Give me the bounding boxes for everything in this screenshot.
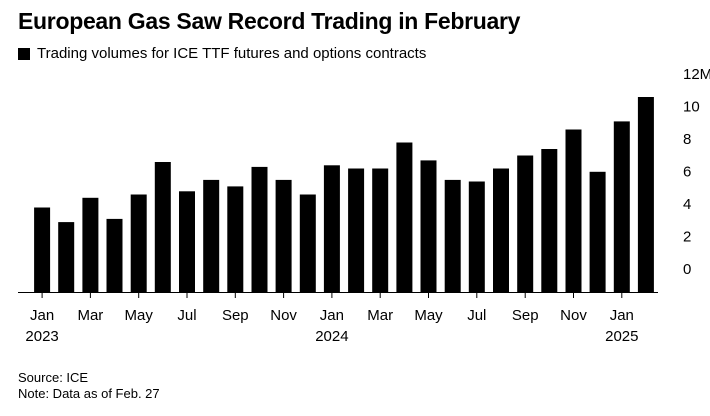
bar bbox=[444, 179, 461, 292]
x-tick-label: Mar bbox=[367, 307, 393, 324]
bar bbox=[58, 222, 75, 292]
source-note: Source: ICE bbox=[18, 370, 89, 385]
bar bbox=[299, 194, 316, 292]
bar bbox=[613, 121, 630, 293]
chart-title: European Gas Saw Record Trading in Febru… bbox=[18, 8, 521, 34]
bar bbox=[130, 194, 147, 292]
bar bbox=[493, 168, 509, 292]
x-tick-label: Sep bbox=[222, 307, 249, 324]
bar bbox=[251, 166, 268, 292]
y-tick-label: 12M bbox=[683, 66, 710, 83]
bar bbox=[637, 97, 654, 292]
y-tick-label: 2 bbox=[683, 229, 691, 246]
bar bbox=[275, 179, 292, 292]
y-tick-label: 0 bbox=[683, 261, 691, 278]
x-tick-label: Sep bbox=[512, 307, 539, 324]
x-axis: Jan 2023 Mar May Jul Sep Nov Jan 2024 Mar May Jul Se… bbox=[25, 292, 638, 345]
bar bbox=[565, 129, 582, 292]
x-tick-label: May bbox=[414, 307, 443, 324]
legend: Trading volumes for ICE TTF futures and … bbox=[18, 45, 426, 62]
x-tick-label: Jul bbox=[467, 307, 486, 324]
x-tick-label: Nov bbox=[270, 307, 297, 324]
x-tick-year-label: 2025 bbox=[605, 328, 638, 345]
bar bbox=[468, 181, 485, 292]
x-tick-label: Nov bbox=[560, 307, 587, 324]
x-tick-label: Mar bbox=[77, 307, 103, 324]
bar bbox=[106, 218, 123, 292]
x-tick-year-label: 2023 bbox=[25, 328, 58, 345]
x-tick-label: May bbox=[125, 307, 154, 324]
x-tick-label: Jan bbox=[610, 307, 634, 324]
bar bbox=[34, 207, 51, 292]
x-tick-label: Jan bbox=[320, 307, 344, 324]
x-tick-label: Jul bbox=[177, 307, 196, 324]
data-note: Note: Data as of Feb. 27 bbox=[18, 386, 160, 401]
x-tick-label: Jan bbox=[30, 307, 54, 324]
bar bbox=[517, 155, 534, 292]
y-tick-label: 10 bbox=[683, 99, 700, 116]
legend-swatch bbox=[18, 47, 30, 60]
legend-label: Trading volumes for ICE TTF futures and … bbox=[37, 45, 427, 62]
bar bbox=[589, 171, 606, 293]
bar bbox=[179, 191, 195, 293]
bar bbox=[203, 179, 220, 292]
y-tick-label: 4 bbox=[683, 196, 691, 213]
bar bbox=[541, 149, 558, 292]
bar bbox=[372, 168, 389, 292]
bar bbox=[348, 168, 365, 292]
bar bbox=[82, 197, 99, 293]
bar bbox=[420, 160, 437, 292]
bars-group bbox=[34, 97, 654, 293]
bar bbox=[154, 162, 171, 292]
y-tick-label: 6 bbox=[683, 164, 691, 181]
bar bbox=[323, 165, 340, 293]
bar bbox=[227, 186, 244, 292]
y-axis: 0 2 4 6 8 10 12M bbox=[683, 66, 710, 278]
bar bbox=[396, 142, 413, 292]
x-tick-year-label: 2024 bbox=[315, 328, 348, 345]
y-tick-label: 8 bbox=[683, 131, 691, 148]
